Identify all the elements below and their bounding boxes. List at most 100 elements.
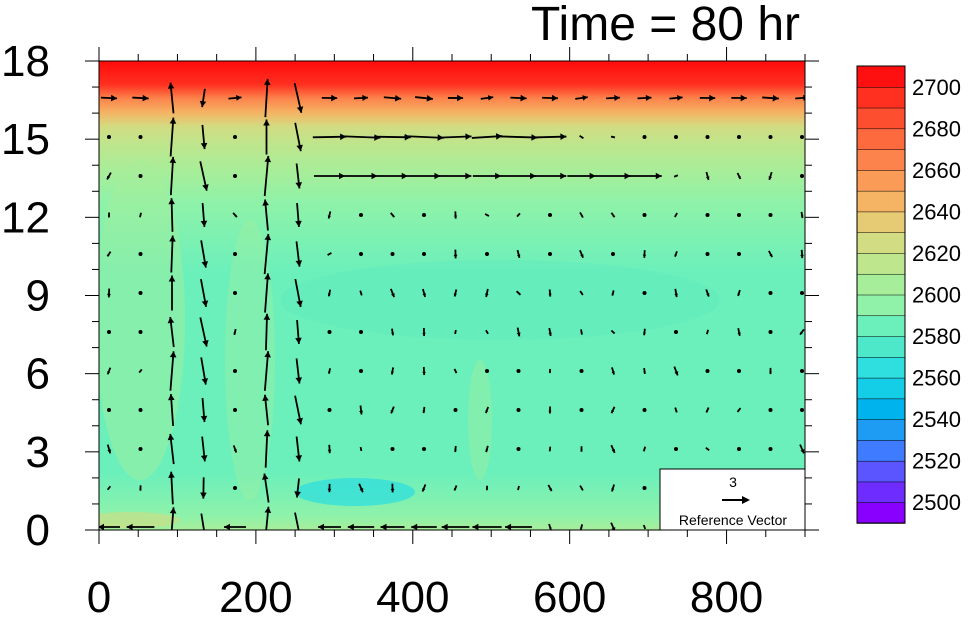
wind-vector-head bbox=[520, 94, 527, 102]
wind-vector-head bbox=[139, 488, 142, 491]
wind-vector-shaft bbox=[264, 78, 269, 118]
wind-vector-head bbox=[454, 449, 457, 453]
wind-vector bbox=[737, 447, 741, 451]
wind-vector bbox=[233, 291, 237, 295]
wind-vector-head bbox=[560, 172, 567, 180]
wind-vector bbox=[642, 446, 647, 452]
colorbar-label: 2700 bbox=[912, 75, 961, 100]
wind-vector bbox=[799, 444, 805, 454]
colorbar-label: 2560 bbox=[912, 366, 961, 391]
wind-vector bbox=[233, 135, 237, 139]
wind-vector-head bbox=[548, 332, 552, 336]
wind-vector bbox=[737, 369, 741, 373]
wind-vector bbox=[294, 395, 303, 425]
wind-vector-dot bbox=[138, 447, 143, 451]
wind-vector bbox=[580, 446, 583, 452]
wind-vector-head bbox=[580, 254, 584, 258]
wind-vector-shaft bbox=[170, 507, 175, 530]
wind-vector bbox=[233, 252, 237, 256]
wind-vector-head bbox=[391, 214, 395, 218]
x-tick-label: 800 bbox=[690, 573, 763, 618]
wind-vector-head bbox=[327, 449, 332, 454]
wind-vector-head bbox=[264, 233, 272, 241]
wind-vector-head bbox=[589, 172, 596, 180]
colorbar-swatch bbox=[856, 481, 906, 503]
wind-vector bbox=[407, 172, 441, 180]
colorbar-swatch bbox=[856, 148, 906, 171]
wind-vector-head bbox=[297, 535, 303, 542]
wind-vector bbox=[293, 82, 304, 114]
wind-vector-head bbox=[401, 172, 408, 180]
wind-vector-dot bbox=[737, 447, 741, 451]
wind-vector bbox=[138, 135, 143, 139]
wind-vector-dot bbox=[233, 135, 237, 139]
wind-vector bbox=[533, 172, 567, 180]
wind-vector-dot bbox=[422, 447, 426, 451]
wind-vector-dot bbox=[800, 369, 804, 373]
wind-vector bbox=[422, 213, 426, 217]
wind-vector bbox=[327, 408, 332, 412]
wind-vector-dot bbox=[642, 408, 647, 412]
wind-vector-shaft bbox=[264, 430, 269, 468]
wind-vector-dot bbox=[674, 330, 678, 334]
wind-vector-shaft bbox=[294, 512, 300, 530]
wind-vector bbox=[199, 88, 207, 108]
wind-vector-head bbox=[611, 293, 615, 296]
wind-vector bbox=[705, 329, 710, 335]
wind-vector-head bbox=[517, 488, 520, 490]
wind-vector bbox=[637, 94, 652, 102]
wind-vector bbox=[422, 252, 426, 256]
wind-vector-head bbox=[769, 371, 772, 375]
wind-vector bbox=[454, 329, 457, 335]
wind-vector-head bbox=[611, 527, 616, 530]
wind-vector-dot bbox=[453, 408, 458, 412]
wind-vector-head bbox=[296, 300, 303, 308]
wind-vector-dot bbox=[485, 252, 489, 256]
wind-vector-head bbox=[454, 370, 457, 374]
wind-vector-head bbox=[200, 142, 208, 150]
wind-vector bbox=[168, 471, 175, 505]
wind-vector bbox=[347, 523, 375, 530]
colorbar-frame bbox=[856, 65, 906, 524]
wind-vector bbox=[327, 483, 332, 493]
wind-vector bbox=[674, 447, 678, 451]
wind-vector-head bbox=[107, 175, 111, 180]
wind-vector-head bbox=[422, 293, 427, 298]
colorbar-swatch bbox=[856, 252, 906, 275]
wind-vector-head bbox=[327, 253, 330, 256]
wind-vector bbox=[327, 211, 332, 219]
wind-vector-head bbox=[505, 523, 512, 530]
wind-vector bbox=[168, 275, 176, 311]
wind-vector bbox=[200, 397, 208, 423]
wind-vector bbox=[510, 94, 527, 102]
wind-vector-dot bbox=[768, 447, 773, 451]
colorbar-label: 2620 bbox=[912, 241, 961, 266]
wind-vector bbox=[295, 202, 302, 228]
wind-vector-head bbox=[360, 449, 362, 451]
wind-vector bbox=[344, 172, 378, 180]
wind-vector-head bbox=[359, 488, 364, 493]
colorbar-label: 2520 bbox=[912, 449, 961, 474]
wind-vector bbox=[390, 483, 395, 493]
wind-vector bbox=[800, 291, 804, 295]
wind-vector bbox=[107, 288, 111, 298]
wind-vector bbox=[421, 484, 427, 492]
wind-vector-head bbox=[580, 292, 583, 295]
wind-vector-head bbox=[643, 527, 646, 529]
wind-vector bbox=[516, 369, 521, 373]
wind-vector bbox=[579, 524, 584, 530]
wind-vector bbox=[642, 486, 647, 490]
wind-vector bbox=[705, 407, 710, 413]
wind-vector bbox=[453, 408, 458, 412]
wind-vector bbox=[611, 252, 615, 256]
wind-vector-head bbox=[548, 293, 552, 297]
colorbar-label: 2600 bbox=[912, 283, 961, 308]
wind-vector-head bbox=[296, 144, 303, 152]
wind-vector bbox=[548, 213, 552, 217]
reference-arrow-head bbox=[742, 496, 750, 504]
wind-vector-dot bbox=[737, 135, 741, 139]
colorbar-swatch bbox=[856, 439, 906, 462]
wind-vector bbox=[263, 430, 271, 468]
wind-vector-dot bbox=[800, 135, 804, 139]
wind-vector-dot bbox=[705, 213, 710, 217]
